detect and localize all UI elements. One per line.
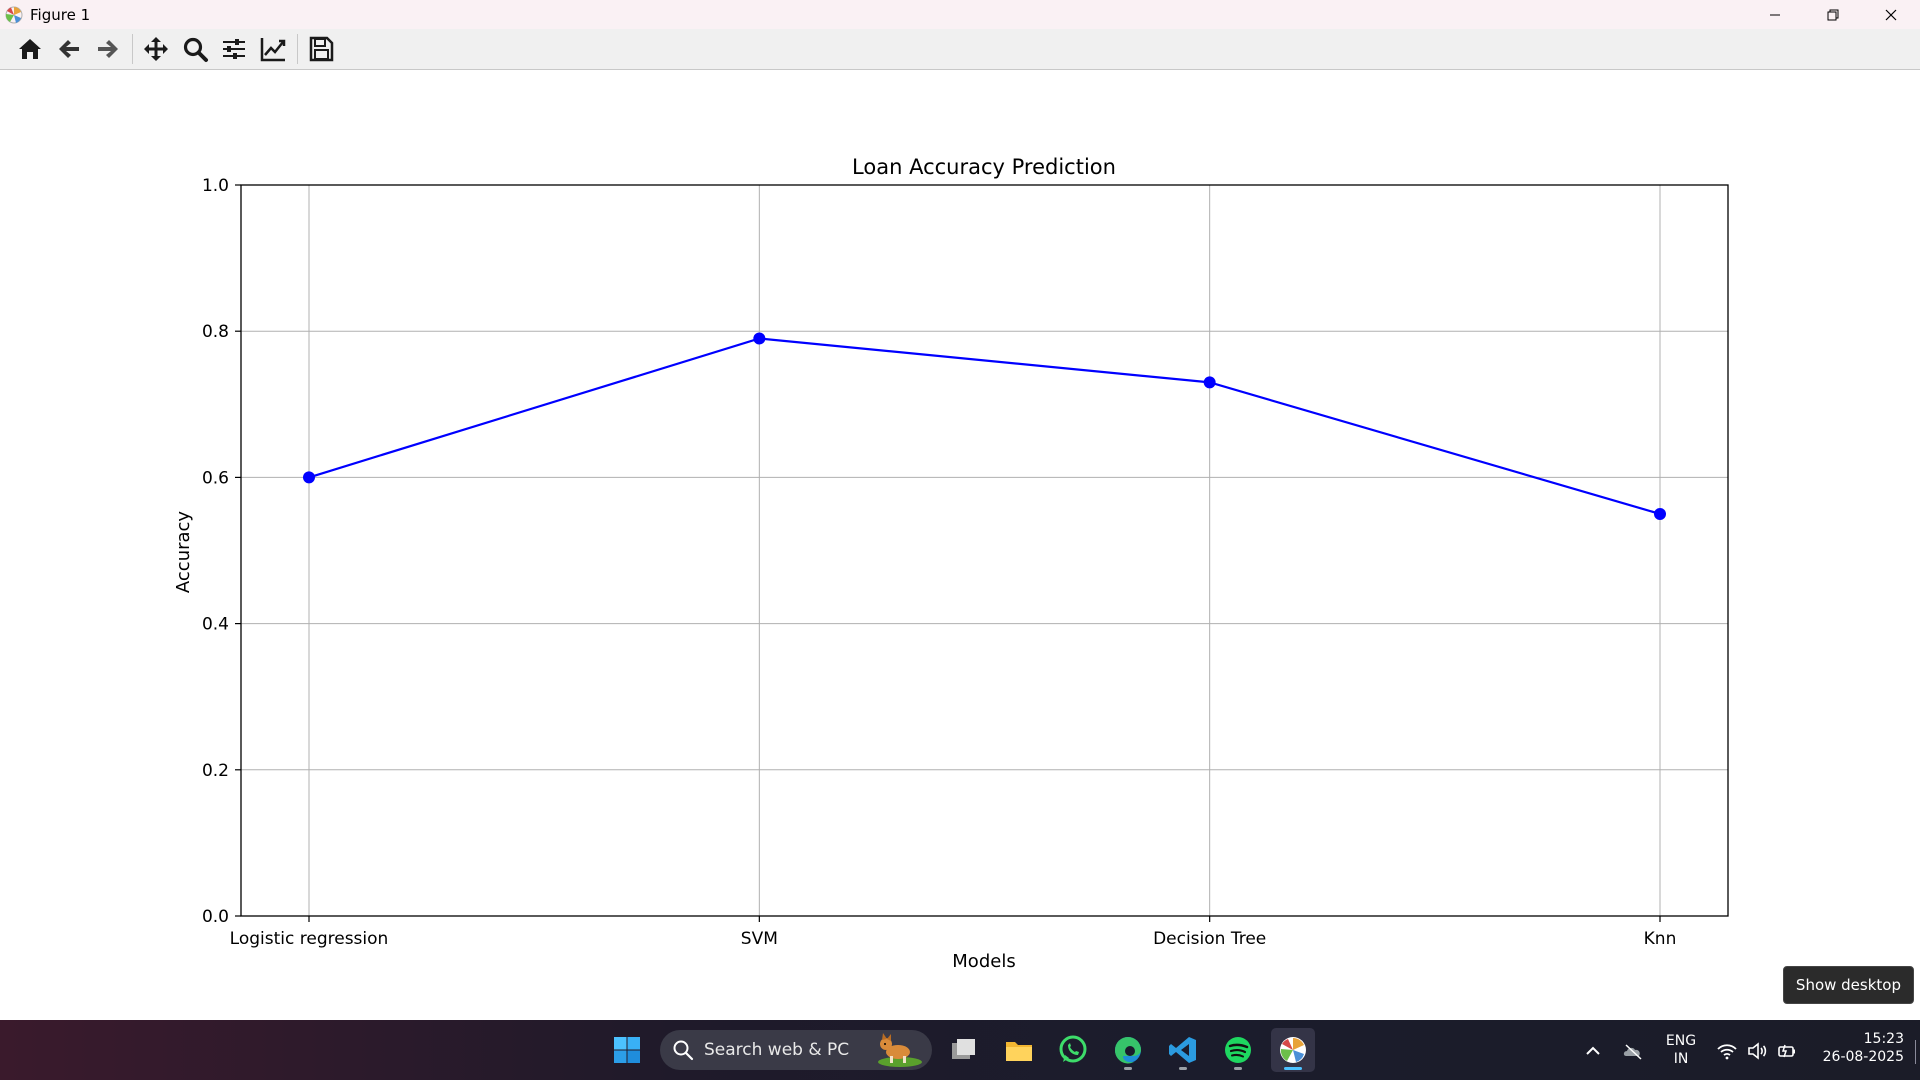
series-line (308, 337, 1661, 516)
taskbar: Search web & PC (0, 1020, 1920, 1080)
language-line1: ENG (1665, 1033, 1697, 1049)
matplotlib-icon (1280, 1037, 1306, 1063)
toolbar-separator (132, 34, 133, 64)
data-point[interactable] (303, 471, 315, 484)
show-desktop-button[interactable] (1915, 1040, 1920, 1064)
window-title: Figure 1 (30, 5, 91, 24)
y-tick-label: 0.6 (202, 468, 229, 488)
y-tick-label: 0.2 (202, 761, 229, 781)
clock-time: 15:23 (1863, 1031, 1904, 1047)
whatsapp-icon (1059, 1035, 1087, 1063)
close-icon (1885, 9, 1897, 20)
save-button[interactable] (303, 31, 339, 67)
back-button[interactable] (51, 31, 87, 67)
line-chart[interactable]: 0.0 0.2 0.4 0.6 0.8 1.0 Logistic regression SVM… (0, 71, 1920, 1020)
axes-frame (240, 184, 1729, 917)
data-point[interactable] (1203, 376, 1216, 389)
minimize-icon (1770, 14, 1780, 15)
search-highlight-dog-icon (878, 1033, 922, 1067)
wifi-icon[interactable] (1716, 1040, 1738, 1062)
pan-button[interactable] (138, 31, 174, 67)
y-tick-label: 0.4 (202, 615, 229, 635)
vscode-button[interactable] (1161, 1028, 1205, 1072)
task-view-icon (952, 1039, 975, 1059)
show-desktop-tooltip: Show desktop (1782, 966, 1914, 1004)
save-icon (309, 36, 334, 62)
sliders-icon (223, 39, 245, 59)
y-tick-label: 0.0 (202, 907, 229, 927)
vscode-icon (1169, 1037, 1196, 1063)
x-tick-label: SVM (741, 929, 778, 949)
edge-running-indicator (1124, 1067, 1132, 1070)
restore-button[interactable] (1804, 0, 1862, 29)
spotify-icon (1225, 1037, 1251, 1063)
search-placeholder: Search web & PC (704, 1040, 850, 1060)
task-view-button[interactable] (942, 1028, 986, 1072)
file-explorer-icon (1006, 1042, 1032, 1061)
figure-canvas[interactable]: 0.0 0.2 0.4 0.6 0.8 1.0 Logistic regression SVM… (0, 71, 1920, 1020)
data-point[interactable] (1654, 507, 1666, 520)
close-button[interactable] (1862, 0, 1920, 29)
taskbar-search[interactable]: Search web & PC (660, 1030, 932, 1070)
search-icon (673, 1040, 694, 1061)
language-indicator[interactable]: ENG IN (1660, 1032, 1702, 1068)
language-line2: IN (1673, 1051, 1689, 1067)
battery-icon[interactable] (1776, 1040, 1798, 1062)
arrow-left-icon (59, 40, 79, 58)
file-explorer-button[interactable] (997, 1028, 1041, 1072)
spotify-button[interactable] (1216, 1028, 1260, 1072)
chart-title: Loan Accuracy Prediction (852, 155, 1116, 179)
figure-toolbar (0, 29, 1920, 70)
edge-icon (1114, 1037, 1141, 1064)
vscode-running-indicator (1179, 1067, 1187, 1070)
windows-start-icon (614, 1037, 640, 1063)
toolbar-separator (297, 34, 298, 64)
start-button[interactable] (605, 1028, 649, 1072)
arrow-right-icon (98, 40, 118, 58)
clock[interactable]: 15:23 26-08-2025 (1808, 1030, 1904, 1066)
edit-axes-button[interactable] (255, 31, 291, 67)
data-point[interactable] (753, 332, 766, 345)
clock-date: 26-08-2025 (1822, 1049, 1904, 1065)
x-axis-label: Models (952, 951, 1015, 972)
x-tick-label: Decision Tree (1153, 929, 1266, 949)
spotify-running-indicator (1234, 1067, 1242, 1070)
home-icon (19, 39, 41, 59)
zoom-button[interactable] (177, 31, 213, 67)
volume-icon[interactable] (1746, 1040, 1768, 1062)
matplotlib-icon (5, 6, 23, 23)
restore-icon (1827, 9, 1839, 20)
matplotlib-active-indicator (1284, 1067, 1302, 1070)
whatsapp-button[interactable] (1051, 1028, 1095, 1072)
onedrive-offline-icon[interactable] (1622, 1040, 1644, 1062)
chevron-up-icon[interactable] (1582, 1040, 1604, 1062)
y-tick-label: 1.0 (202, 176, 229, 196)
forward-button[interactable] (90, 31, 126, 67)
chart-line-icon (260, 38, 286, 62)
matplotlib-taskbar-button[interactable] (1271, 1028, 1315, 1072)
window-titlebar: Figure 1 (0, 0, 1920, 29)
y-axis-label: Accuracy (173, 511, 194, 594)
move-icon (144, 37, 168, 61)
home-button[interactable] (12, 31, 48, 67)
y-tick-label: 0.8 (202, 322, 229, 342)
minimize-button[interactable] (1746, 0, 1804, 29)
edge-button[interactable] (1106, 1028, 1150, 1072)
x-tick-label: Knn (1644, 929, 1677, 949)
x-tick-label: Logistic regression (230, 929, 389, 949)
subplots-button[interactable] (216, 31, 252, 67)
zoom-icon (183, 37, 208, 62)
